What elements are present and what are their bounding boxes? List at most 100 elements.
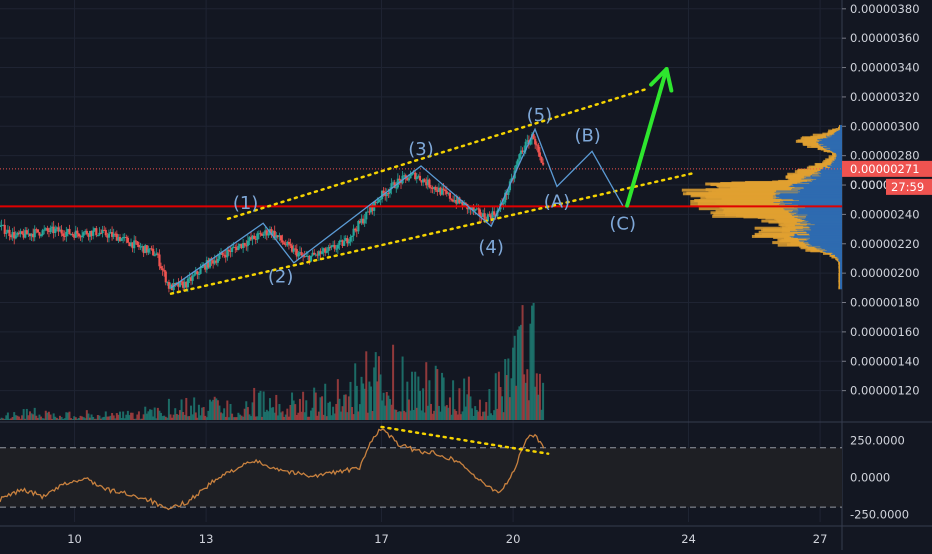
candle-body [43,229,46,231]
volume-bar [235,417,238,420]
candle-body [352,228,355,236]
price-tick-label: 0.00000300 [850,119,920,133]
volume-bar [257,392,260,420]
candle-body [314,254,317,256]
volume-bar [374,352,377,420]
candle-body [339,240,343,242]
volume-bar [188,416,191,420]
volume-bar [2,418,5,420]
candle-body [140,246,144,248]
volume-bar [256,416,259,420]
volume-bar [382,392,385,420]
volume-bar [95,418,98,420]
candle-body [69,233,73,235]
oscillator-tick-label: -250.0000 [850,508,909,522]
volume-bar [16,415,19,420]
volume-bar [429,403,432,420]
volume-bar [316,415,319,420]
volume-bar [431,413,434,420]
candle-body [507,190,510,195]
volume-bar [411,371,414,420]
candle-body [153,255,156,257]
volume-bar [128,415,131,420]
candle-body [343,240,346,246]
volume-bar [314,392,317,420]
candle-body [474,209,477,211]
candle-body [276,235,279,237]
volume-bar [324,383,327,420]
candle-body [436,190,439,192]
volume-bar [134,418,137,420]
volume-bar [459,414,462,420]
volume-profile-bar [754,226,796,230]
volume-bar [458,388,461,420]
volume-bar [163,415,166,420]
volume-profile-bar [825,158,832,162]
volume-bar [436,369,439,420]
volume-profile-bar [758,230,798,234]
candle-body [275,235,278,238]
volume-bar [40,416,43,420]
candle-body [521,150,524,153]
volume-bar [523,374,526,420]
volume-bar [65,412,68,420]
volume-bar [467,376,470,420]
candle-body [95,228,98,236]
volume-bar [254,416,257,420]
candle-body [350,235,354,237]
axes: 0.00000120 0.00000140 0.00000160 0.00000180… [67,2,932,546]
candle-body [529,139,532,145]
candle-body [336,245,339,249]
volume-bar [396,412,399,420]
candle-body [208,258,212,268]
candle-body [458,197,461,203]
volume-bar [11,417,14,420]
volume-bar [387,395,390,420]
candle-body [110,232,114,237]
volume-bar [518,326,521,420]
candle-body [55,227,58,229]
candle-body [461,202,464,207]
candle-body [324,248,327,253]
volume-bar [341,406,344,420]
candle-body [475,208,478,210]
candle-body [186,278,189,288]
candle-body [125,236,128,238]
volume-bar [475,409,478,420]
volume-bar [393,409,396,420]
volume-bar [414,371,417,420]
candle-body [493,211,496,215]
candle-body [80,235,84,238]
volume-bar [538,373,541,420]
volume-bar [483,411,486,420]
candle-body [159,266,163,269]
candle-body [230,247,234,252]
volume-bar [13,412,16,420]
volume-bar [76,418,79,420]
price-tick-label: 0.00000320 [850,90,920,104]
candle-body [216,258,219,263]
volume-bar [213,396,216,420]
volume-profile-bar [810,135,824,139]
volume-bar [474,406,477,420]
price-tick-label: 0.00000380 [850,2,920,16]
candle-body [316,254,319,256]
volume-bar [363,388,366,420]
volume-bar [336,379,339,420]
volume-bar [398,411,401,420]
candle-body [182,281,185,288]
volume-bar [311,407,314,420]
volume-bar [355,385,358,420]
time-tick-label: 24 [681,532,696,546]
candle-body [82,232,85,236]
volume-profile-bar [754,232,795,236]
candle-body [152,248,155,256]
volume-bar [456,414,459,420]
volume-bar [268,398,271,420]
candle-body [11,232,14,238]
candle-body [305,255,308,257]
candle-body [470,207,474,210]
candle-body [273,230,276,238]
candle-body [382,190,385,194]
